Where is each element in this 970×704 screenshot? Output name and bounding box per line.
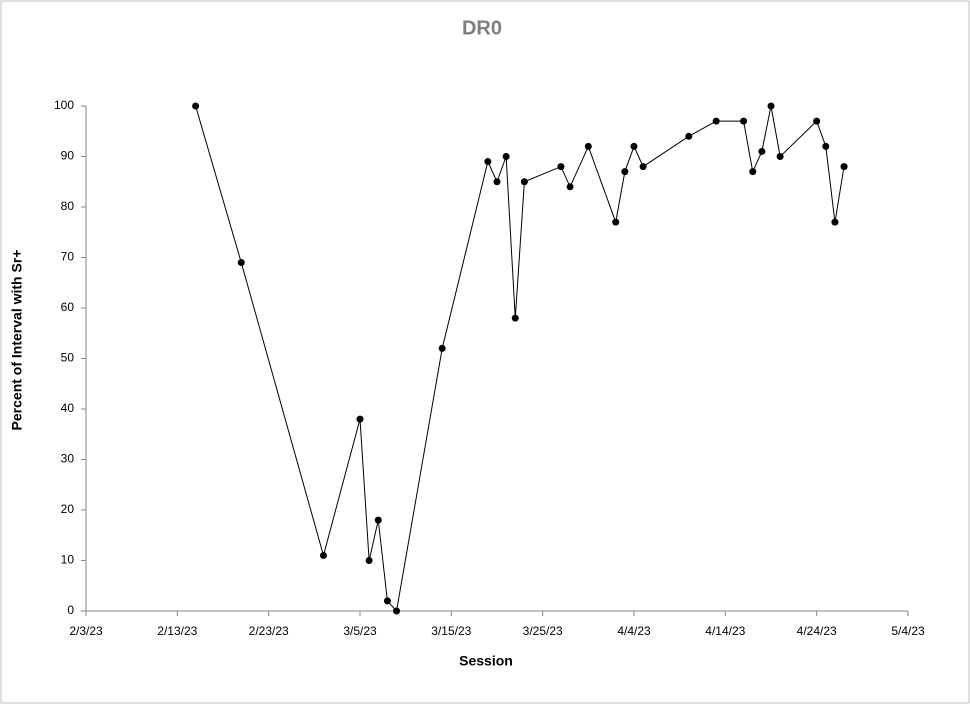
data-point bbox=[767, 102, 775, 110]
y-tick-label: 100 bbox=[54, 98, 74, 112]
data-point bbox=[319, 551, 327, 559]
y-axis-label: Percent of Interval with Sr+ bbox=[9, 250, 25, 431]
data-point bbox=[712, 117, 720, 125]
data-point bbox=[356, 415, 364, 423]
x-axis-label: Session bbox=[459, 653, 513, 669]
x-tick-label: 3/25/23 bbox=[523, 624, 563, 638]
data-point bbox=[511, 314, 519, 322]
x-tick-label: 4/24/23 bbox=[797, 624, 837, 638]
data-point bbox=[612, 218, 620, 226]
data-point bbox=[520, 178, 528, 186]
data-point bbox=[192, 102, 200, 110]
data-point bbox=[566, 183, 574, 191]
y-tick-label: 60 bbox=[61, 300, 75, 314]
data-point bbox=[639, 163, 647, 171]
data-point bbox=[776, 153, 784, 160]
y-tick-label: 70 bbox=[61, 250, 75, 264]
y-tick-label: 80 bbox=[61, 199, 75, 213]
data-point bbox=[365, 557, 373, 564]
data-point bbox=[393, 607, 401, 615]
data-point bbox=[438, 344, 446, 352]
data-point bbox=[237, 259, 245, 267]
data-point bbox=[822, 142, 830, 150]
y-tick-label: 90 bbox=[61, 149, 75, 163]
x-tick-label: 4/4/23 bbox=[617, 624, 651, 638]
data-point bbox=[621, 168, 629, 176]
data-point bbox=[685, 132, 693, 140]
data-point bbox=[840, 163, 848, 171]
x-tick-label: 3/5/23 bbox=[343, 624, 377, 638]
chart-title: DR0 bbox=[462, 17, 502, 39]
x-tick-label: 2/3/23 bbox=[69, 624, 103, 638]
data-point bbox=[831, 218, 839, 226]
data-point bbox=[383, 597, 391, 605]
data-point bbox=[502, 153, 510, 160]
y-tick-label: 20 bbox=[61, 502, 75, 516]
data-point bbox=[484, 158, 492, 166]
x-tick-label: 4/14/23 bbox=[705, 624, 745, 638]
x-tick-label: 3/15/23 bbox=[431, 624, 471, 638]
y-tick-label: 50 bbox=[61, 351, 75, 365]
data-line bbox=[195, 105, 845, 613]
data-point bbox=[630, 142, 638, 150]
data-point bbox=[740, 117, 748, 125]
y-tick-label: 30 bbox=[61, 452, 75, 466]
data-point bbox=[584, 142, 592, 150]
y-tick-label: 0 bbox=[67, 603, 74, 617]
data-point bbox=[557, 163, 565, 171]
y-tick-label: 10 bbox=[61, 553, 75, 567]
y-tick-label: 40 bbox=[61, 401, 75, 415]
x-tick-label: 5/4/23 bbox=[891, 624, 925, 638]
x-tick-label: 2/23/23 bbox=[249, 624, 289, 638]
data-point bbox=[813, 117, 821, 125]
data-point bbox=[758, 147, 766, 155]
x-tick-label: 2/13/23 bbox=[157, 624, 197, 638]
data-point bbox=[374, 516, 382, 524]
data-point bbox=[749, 168, 757, 176]
data-point bbox=[493, 178, 501, 186]
